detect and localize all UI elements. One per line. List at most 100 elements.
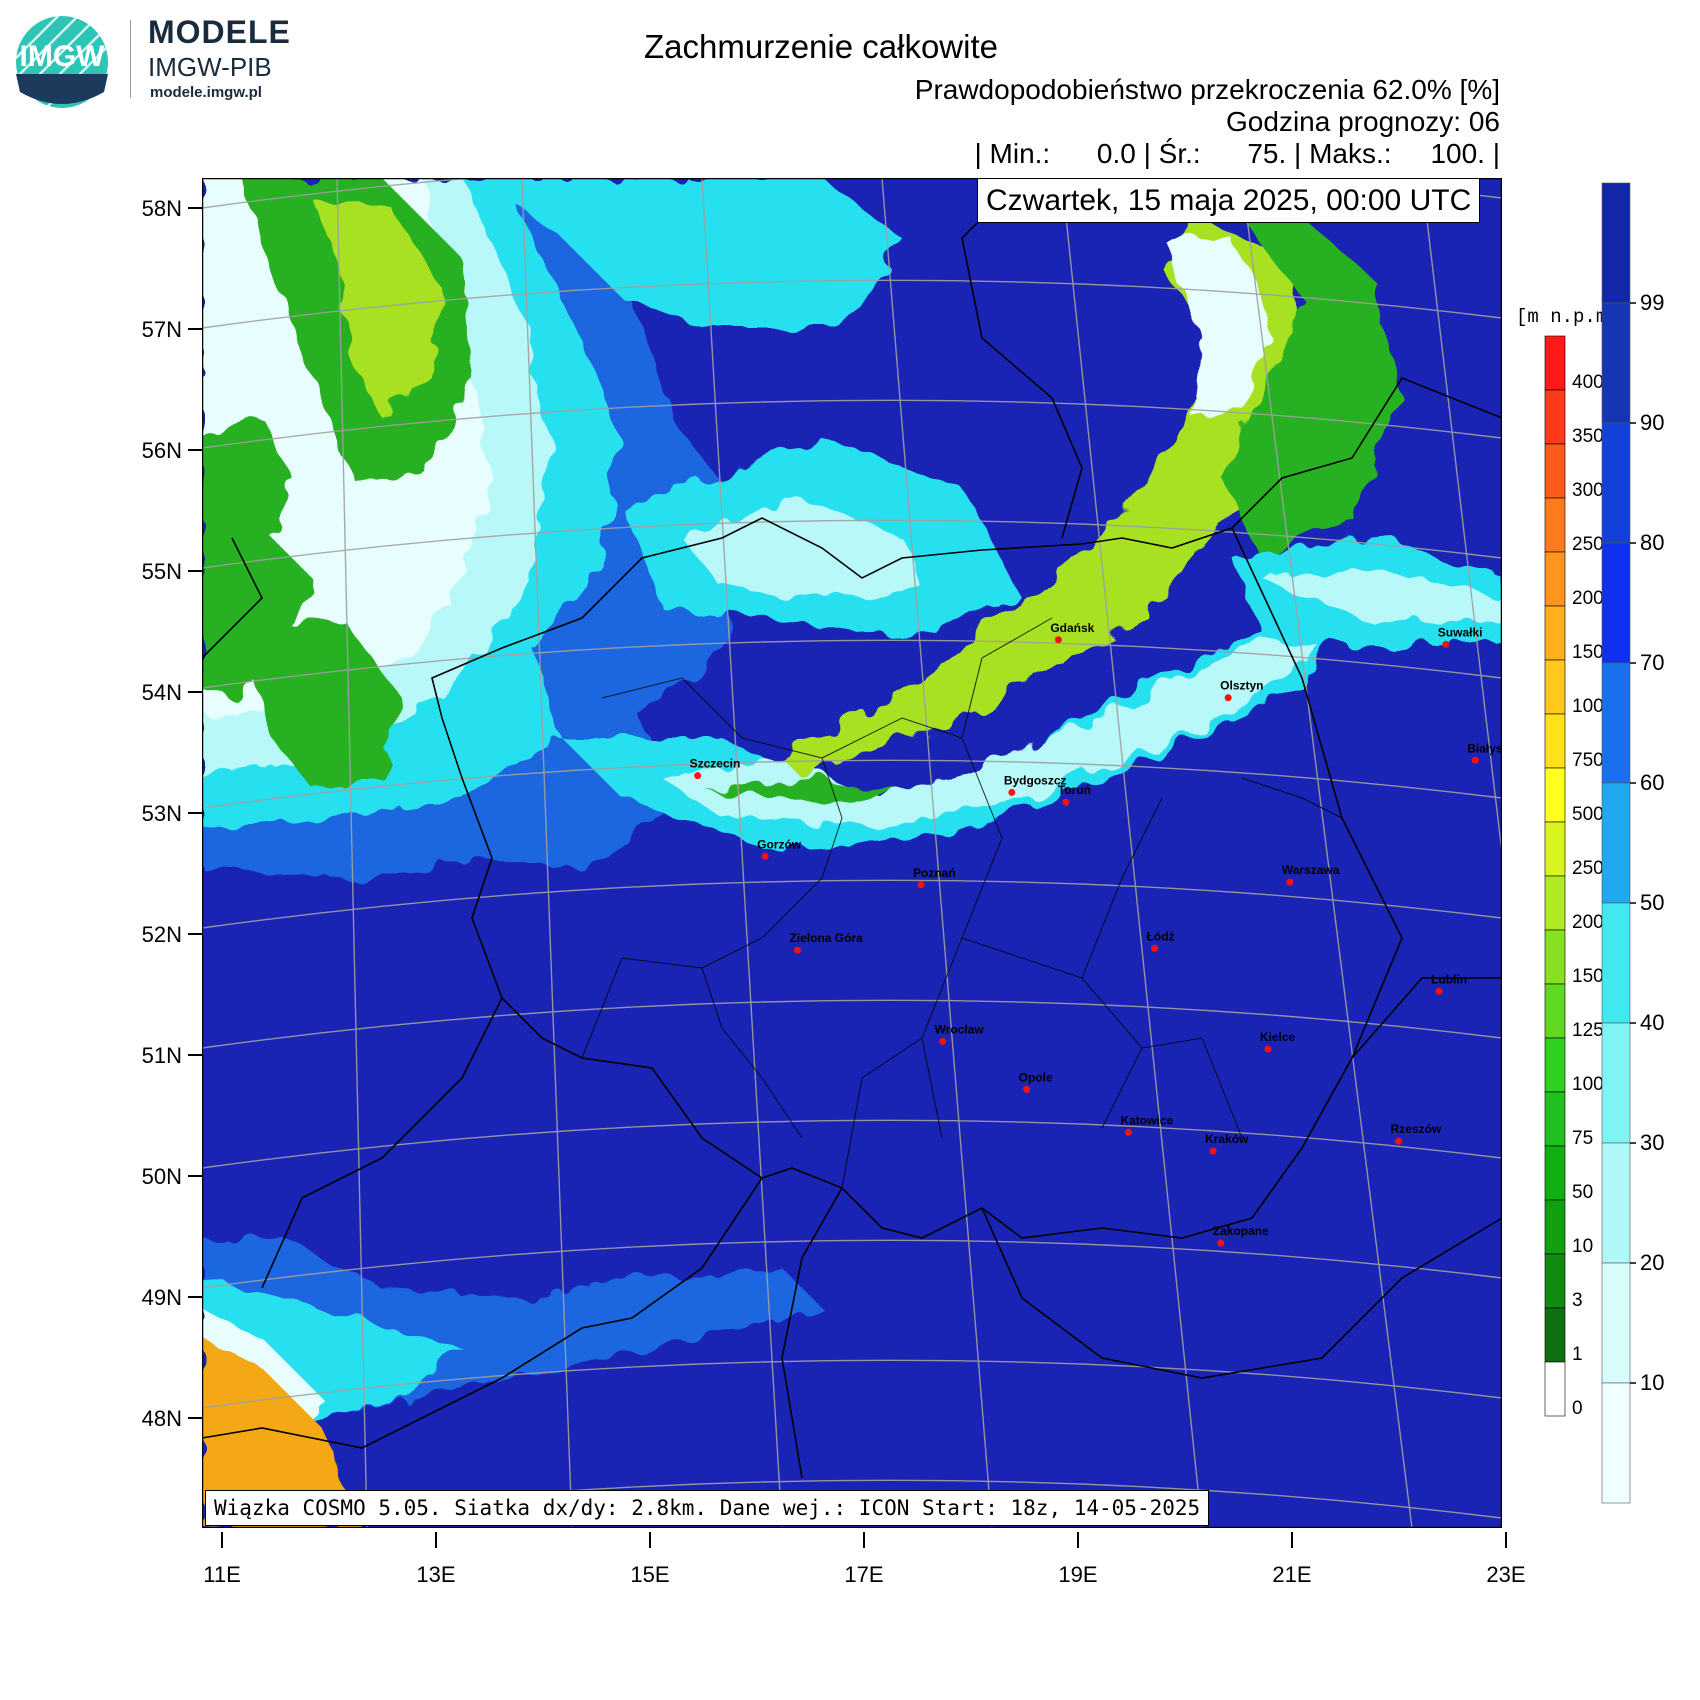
lon-label: 21E bbox=[1272, 1562, 1311, 1587]
elevation-legend-swatch bbox=[1544, 659, 1566, 715]
city-label: Rzeszów bbox=[1391, 1122, 1442, 1136]
probability-legend-swatch bbox=[1601, 1022, 1631, 1144]
lat-label: 52N bbox=[142, 922, 182, 947]
elevation-legend-swatch bbox=[1544, 1037, 1566, 1093]
city-label: Białystok bbox=[1467, 741, 1502, 755]
city-dot bbox=[1224, 694, 1232, 702]
city-dot bbox=[1023, 1085, 1031, 1093]
probability-legend-swatch bbox=[1601, 182, 1631, 304]
city-dot bbox=[1124, 1128, 1132, 1136]
city-dot bbox=[1395, 1137, 1403, 1145]
elevation-legend-swatch bbox=[1544, 875, 1566, 931]
city-label: Lublin bbox=[1431, 972, 1467, 986]
probability-legend: 99 90 80 70 60 50 40 30 20 10 bbox=[1601, 182, 1664, 1504]
probability-legend-swatch bbox=[1601, 902, 1631, 1024]
city-label: Wrocław bbox=[935, 1022, 985, 1036]
elevation-legend-swatch bbox=[1544, 605, 1566, 661]
probability-legend-swatch bbox=[1601, 662, 1631, 784]
probability-legend-label: 70 bbox=[1640, 650, 1664, 675]
lat-label: 49N bbox=[142, 1285, 182, 1310]
valid-time-box: Czwartek, 15 maja 2025, 00:00 UTC bbox=[977, 178, 1481, 223]
lat-label: 50N bbox=[142, 1164, 182, 1189]
elevation-legend-label: 10 bbox=[1572, 1236, 1593, 1257]
probability-legend-label: 10 bbox=[1640, 1370, 1664, 1395]
elevation-legend-swatch bbox=[1544, 551, 1566, 607]
elevation-legend-label: 75 bbox=[1572, 1128, 1593, 1149]
lat-label: 55N bbox=[142, 559, 182, 584]
city-dot bbox=[1471, 756, 1479, 764]
brand-subtitle: IMGW-PIB bbox=[148, 52, 272, 82]
lat-label: 51N bbox=[142, 1043, 182, 1068]
city-label: Zielona Góra bbox=[789, 931, 863, 945]
city-dot bbox=[1062, 798, 1070, 806]
lon-label: 19E bbox=[1058, 1562, 1097, 1587]
city-dot bbox=[1442, 640, 1450, 648]
elevation-legend-label: 750 bbox=[1572, 750, 1604, 771]
probability-legend-swatch bbox=[1601, 782, 1631, 904]
city-label: Opole bbox=[1019, 1070, 1053, 1084]
probability-legend-label: 99 bbox=[1640, 290, 1664, 315]
elevation-legend-swatch bbox=[1544, 821, 1566, 877]
elevation-legend-swatch bbox=[1544, 335, 1566, 391]
city-dot bbox=[1008, 788, 1016, 796]
elevation-legend-swatch bbox=[1544, 1361, 1566, 1417]
elevation-legend-swatch bbox=[1544, 983, 1566, 1039]
elevation-legend-swatch bbox=[1544, 443, 1566, 499]
lat-label: 58N bbox=[142, 196, 182, 221]
city-dot bbox=[939, 1037, 947, 1045]
city-label: Szczecin bbox=[690, 757, 741, 771]
elevation-legend-swatch bbox=[1544, 1199, 1566, 1255]
city-label: Zakopane bbox=[1213, 1224, 1269, 1238]
lon-label: 15E bbox=[630, 1562, 669, 1587]
elevation-legend-label: 3 bbox=[1572, 1290, 1583, 1311]
city-label: Suwałki bbox=[1438, 625, 1483, 639]
elevation-legend-swatch bbox=[1544, 929, 1566, 985]
city-dot bbox=[761, 852, 769, 860]
probability-legend-swatch bbox=[1601, 422, 1631, 544]
elevation-legend-label: 100 bbox=[1572, 1074, 1604, 1095]
city-label: Poznań bbox=[913, 866, 956, 880]
brand-title: MODELE bbox=[148, 14, 291, 50]
city-label: Bydgoszcz bbox=[1004, 773, 1067, 787]
elevation-legend-label: 150 bbox=[1572, 966, 1604, 987]
elevation-legend-swatch bbox=[1544, 1253, 1566, 1309]
city-label: Kraków bbox=[1205, 1132, 1249, 1146]
region-borders bbox=[581, 617, 1343, 1189]
city-dot bbox=[793, 946, 801, 954]
elevation-legend-label: 0 bbox=[1572, 1398, 1583, 1419]
elevation-legend-label: 200 bbox=[1572, 912, 1604, 933]
elevation-legend-swatch bbox=[1544, 497, 1566, 553]
elevation-legend-swatch bbox=[1544, 767, 1566, 823]
graticule bbox=[202, 178, 1502, 1528]
elevation-legend-unit: [m n.p.m.] bbox=[1516, 306, 1620, 328]
probability-legend-swatch bbox=[1601, 542, 1631, 664]
cloud-cover-map: Gdańsk Olsztyn Suwałki Białystok Szczecin Byd… bbox=[202, 178, 1502, 1528]
elevation-legend-swatch bbox=[1544, 389, 1566, 445]
lon-label: 11E bbox=[203, 1562, 241, 1587]
probability-legend-label: 30 bbox=[1640, 1130, 1664, 1155]
country-borders bbox=[202, 178, 1502, 1479]
lat-label: 57N bbox=[142, 317, 182, 342]
city-label: Toruń bbox=[1058, 783, 1091, 797]
city-label: Warszawa bbox=[1282, 863, 1340, 877]
logo-text: IMGW bbox=[20, 40, 106, 73]
city-label: Gdańsk bbox=[1050, 621, 1094, 635]
elevation-legend-swatch bbox=[1544, 713, 1566, 769]
lat-label: 48N bbox=[142, 1406, 182, 1431]
elevation-legend-swatch bbox=[1544, 1307, 1566, 1363]
probability-legend-label: 40 bbox=[1640, 1010, 1664, 1035]
city-label: Olsztyn bbox=[1220, 679, 1263, 693]
elevation-legend-swatch bbox=[1544, 1145, 1566, 1201]
lat-label: 53N bbox=[142, 801, 182, 826]
lon-label: 17E bbox=[844, 1562, 883, 1587]
elevation-legend-label: 250 bbox=[1572, 858, 1604, 879]
lat-label: 56N bbox=[142, 438, 182, 463]
probability-legend-swatch bbox=[1601, 1382, 1631, 1504]
lon-label: 23E bbox=[1486, 1562, 1525, 1587]
probability-legend-label: 90 bbox=[1640, 410, 1664, 435]
city-dot bbox=[1054, 636, 1062, 644]
chart-subtitle: Prawdopodobieństwo przekroczenia 62.0% [… bbox=[914, 74, 1500, 105]
city-dot bbox=[1209, 1147, 1217, 1155]
elevation-legend-swatch bbox=[1544, 1091, 1566, 1147]
city-dot bbox=[1264, 1045, 1272, 1053]
